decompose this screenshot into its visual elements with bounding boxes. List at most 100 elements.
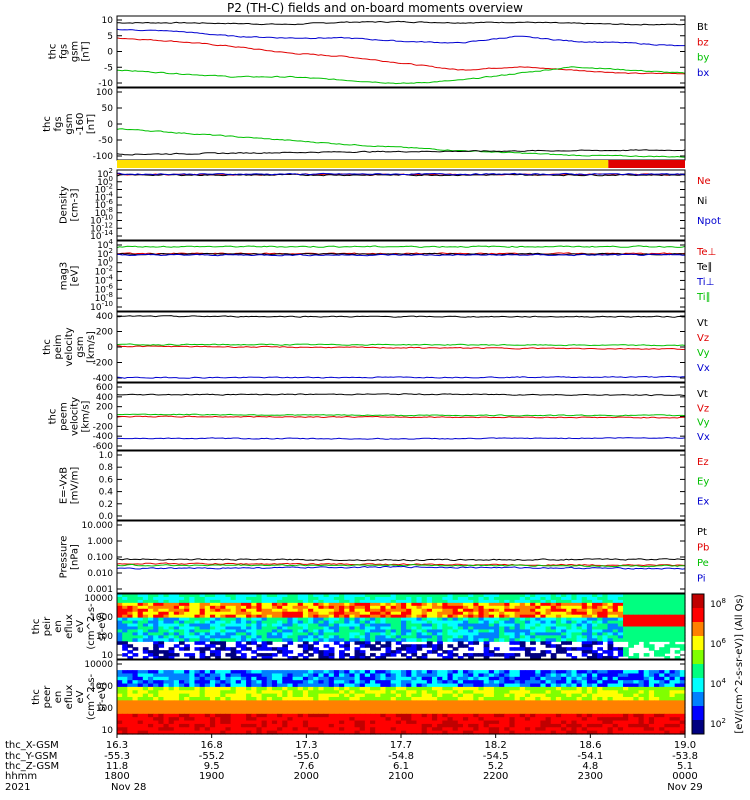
spectrogram-cell <box>261 594 268 598</box>
spectrogram-cell <box>654 605 660 610</box>
spectrogram-cell <box>550 676 557 681</box>
spectrogram-cell <box>230 656 237 660</box>
spectrogram-cell <box>390 611 397 616</box>
spectrogram-cell <box>302 626 309 631</box>
spectrogram-cell <box>514 686 521 691</box>
spectrogram-cell <box>132 635 139 639</box>
spectrogram-cell <box>333 611 340 616</box>
spectrogram-cell <box>659 693 665 698</box>
spectrogram-cell <box>364 608 371 613</box>
spectrogram-cell <box>215 626 221 631</box>
spectrogram-cell <box>493 713 500 718</box>
quality-bar-good <box>117 160 609 168</box>
spectrogram-cell <box>302 638 309 642</box>
spectrogram-cell <box>240 653 247 657</box>
spectrogram-cell <box>235 683 242 688</box>
spectrogram-cell <box>566 632 572 636</box>
spectrogram-cell <box>184 638 190 642</box>
spectrogram-cell <box>654 623 660 628</box>
spectrogram-cell <box>246 599 252 604</box>
spectrogram-cell <box>385 644 392 648</box>
spectrogram-cell <box>204 700 211 705</box>
spectrogram-cell <box>277 686 283 691</box>
spectrogram-cell <box>643 614 650 619</box>
spectrogram-cell <box>364 644 371 648</box>
y-tick-label: -5 <box>104 63 113 73</box>
spectrogram-cell <box>664 683 671 688</box>
spectrogram-cell <box>297 683 304 688</box>
spectrogram-cell <box>530 720 536 725</box>
spectrogram-cell <box>308 608 314 613</box>
spectrogram-cell <box>178 730 185 735</box>
spectrogram-cell <box>524 683 531 688</box>
spectrogram-cell <box>246 720 252 725</box>
spectrogram-cell <box>261 710 268 715</box>
spectrogram-cell <box>380 723 387 728</box>
spectrogram-cell <box>349 620 356 625</box>
spectrogram-cell <box>266 623 273 628</box>
spectrogram-cell <box>153 611 159 616</box>
spectrogram-cell <box>184 620 190 625</box>
spectrogram-cell <box>576 693 583 698</box>
spectrogram-cell <box>586 635 593 639</box>
spectrogram-cell <box>586 723 593 728</box>
spectrogram-cell <box>648 632 655 636</box>
spectrogram-cell <box>586 623 593 628</box>
spectrogram-cell <box>545 650 552 654</box>
spectrogram-cell <box>194 720 201 725</box>
spectrogram-cell <box>571 680 578 685</box>
spectrogram-cell <box>302 602 309 607</box>
spectrogram-cell <box>540 617 547 622</box>
spectrogram-cell <box>488 632 495 636</box>
spectrogram-cell <box>153 620 159 625</box>
spectrogram-cell <box>607 617 614 622</box>
spectrogram-cell <box>302 594 309 598</box>
spectrogram-cell <box>524 608 531 613</box>
spectrogram-cell <box>287 635 294 639</box>
spectrogram-cell <box>328 632 335 636</box>
spectrogram-cell <box>189 676 196 681</box>
spectrogram-cell <box>426 720 433 725</box>
spectrogram-cell <box>623 611 629 616</box>
spectrogram-cell <box>122 670 128 675</box>
spectrogram-cell <box>142 602 149 607</box>
spectrogram-cell <box>654 608 660 613</box>
spectrogram-cell <box>612 656 619 660</box>
spectrogram-cell <box>287 605 294 610</box>
spectrogram-cell <box>524 638 531 642</box>
spectrogram-cell <box>648 626 655 631</box>
spectrogram-cell <box>235 700 242 705</box>
spectrogram-cell <box>240 686 247 691</box>
spectrogram-cell <box>457 594 464 598</box>
spectrogram-cell <box>390 693 397 698</box>
spectrogram-cell <box>659 632 665 636</box>
spectrogram-cell <box>581 611 588 616</box>
spectrogram-cell <box>654 632 660 636</box>
spectrogram-cell <box>308 617 314 622</box>
spectrogram-cell <box>401 608 407 613</box>
spectrogram-cell <box>189 594 196 598</box>
spectrogram-cell <box>431 730 438 735</box>
spectrogram-cell <box>545 710 552 715</box>
spectrogram-cell <box>550 629 557 634</box>
spectrogram-cell <box>385 693 392 698</box>
spectrogram-cell <box>297 614 304 619</box>
spectrogram-cell <box>623 602 629 607</box>
spectrogram-cell <box>122 680 128 685</box>
spectrogram-cell <box>266 727 273 732</box>
spectrogram-cell <box>535 608 542 613</box>
spectrogram-cell <box>147 707 154 712</box>
spectrogram-cell <box>132 686 139 691</box>
spectrogram-cell <box>328 707 335 712</box>
panel-frame <box>116 169 686 241</box>
spectrogram-cell <box>313 673 319 678</box>
spectrogram-cell <box>535 656 542 660</box>
legend-entry: Ez <box>697 457 709 468</box>
spectrogram-cell <box>163 676 170 681</box>
spectrogram-cell <box>390 632 397 636</box>
spectrogram-cell <box>416 680 423 685</box>
spectrogram-cell <box>530 602 536 607</box>
spectrogram-cell <box>266 594 273 598</box>
spectrogram-cell <box>602 690 609 695</box>
spectrogram-cell <box>597 727 603 732</box>
